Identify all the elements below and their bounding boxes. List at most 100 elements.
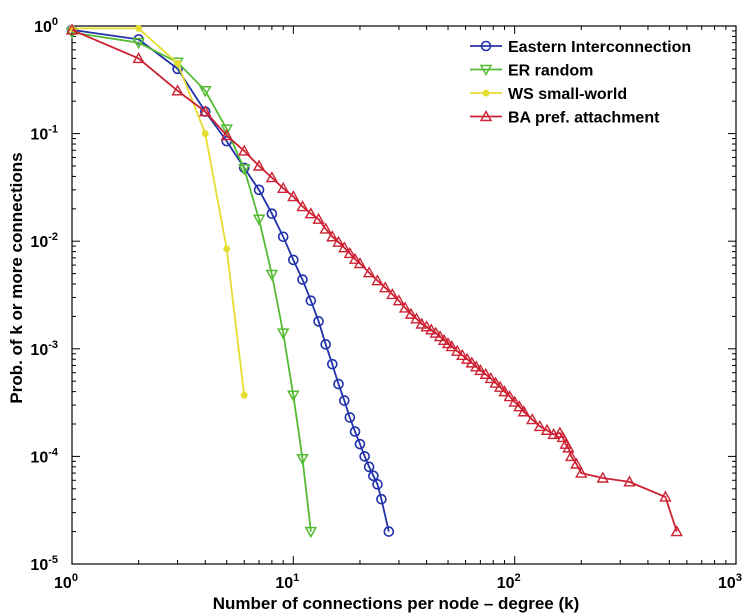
data-point — [320, 339, 331, 350]
data-point — [348, 252, 362, 264]
data-point — [305, 295, 317, 306]
series-ba-pref-attachment — [65, 23, 683, 537]
x-tick-label: 103 — [718, 572, 742, 592]
data-point — [237, 164, 251, 176]
data-point — [623, 475, 636, 487]
data-point — [570, 457, 583, 469]
data-point — [503, 390, 516, 402]
data-point — [386, 288, 399, 300]
data-point — [332, 235, 345, 247]
data-point — [378, 281, 392, 293]
data-point — [372, 479, 383, 490]
data-point — [277, 231, 289, 243]
data-point — [253, 184, 265, 196]
series-layer — [65, 23, 683, 539]
legend-marker — [482, 89, 490, 97]
data-point — [479, 367, 492, 379]
data-point — [420, 320, 433, 332]
data-point — [327, 358, 338, 370]
legend: Eastern Interconnection ER random WS small… — [470, 39, 691, 127]
data-point — [343, 246, 357, 259]
data-point — [65, 23, 79, 35]
data-point — [493, 380, 507, 392]
data-point — [383, 526, 395, 537]
axes — [71, 25, 737, 565]
data-point — [596, 471, 609, 483]
data-point — [339, 395, 350, 406]
data-point — [451, 344, 464, 356]
data-point — [445, 340, 458, 352]
data-point — [489, 376, 502, 388]
data-point — [296, 200, 309, 212]
data-point — [465, 356, 478, 368]
data-point — [368, 470, 379, 482]
legend-label: ER random — [508, 63, 593, 80]
data-point — [174, 59, 182, 67]
data-point — [575, 466, 588, 478]
y-tick-label: 10-4 — [30, 446, 58, 466]
data-point — [252, 159, 266, 171]
data-point — [508, 395, 521, 407]
data-point — [362, 266, 376, 278]
data-point — [265, 171, 279, 183]
data-point — [312, 212, 325, 224]
data-point — [171, 84, 184, 96]
legend-label: BA pref. attachment — [508, 110, 660, 127]
data-point — [484, 372, 497, 384]
data-point — [304, 526, 318, 539]
data-point — [533, 419, 547, 432]
data-point — [199, 105, 212, 117]
x-axis-label: Number of connections per node – degree … — [213, 594, 580, 613]
tick-labels: 100 101 102 103 100 10-1 10-2 10-3 10-4 10-5 — [30, 16, 742, 592]
data-point — [433, 330, 447, 342]
series-line — [71, 31, 312, 532]
data-point — [415, 317, 428, 329]
data-point — [425, 323, 438, 335]
data-point — [304, 207, 318, 219]
legend-marker — [480, 40, 492, 52]
data-point — [392, 294, 406, 306]
data-point — [498, 385, 511, 397]
legend-marker — [479, 110, 493, 122]
data-point — [349, 426, 361, 437]
data-point — [132, 37, 145, 50]
data-point — [456, 348, 469, 361]
y-axis-label: Prob. of k or more connections — [7, 152, 26, 403]
data-point — [371, 274, 384, 286]
legend-item: BA pref. attachment — [470, 110, 660, 127]
data-point — [201, 130, 209, 138]
data-point — [223, 245, 231, 253]
x-tick-label: 101 — [275, 572, 299, 592]
data-point — [410, 312, 423, 324]
legend-label: WS small-world — [508, 86, 627, 103]
data-point — [297, 274, 308, 285]
data-point — [429, 326, 442, 338]
series-line — [72, 27, 246, 396]
data-point — [353, 257, 367, 269]
data-point — [659, 490, 672, 502]
data-point — [670, 525, 683, 537]
data-point — [338, 241, 351, 253]
legend-item: WS small-world — [470, 86, 627, 103]
legend-item: Eastern Interconnection — [470, 39, 691, 56]
data-point — [326, 230, 339, 242]
data-point — [287, 190, 300, 202]
data-point — [238, 144, 251, 156]
data-point — [363, 461, 375, 473]
data-point — [296, 454, 309, 466]
data-point — [135, 24, 143, 32]
data-point — [564, 449, 578, 462]
data-point — [460, 352, 474, 364]
data-point — [198, 86, 212, 98]
data-point — [277, 181, 290, 194]
legend-marker — [479, 64, 493, 77]
data-point — [517, 405, 531, 417]
data-point — [359, 451, 370, 462]
x-tick-label: 100 — [54, 572, 78, 592]
data-point — [240, 391, 248, 399]
data-point — [556, 431, 569, 443]
data-point — [474, 363, 487, 376]
data-point — [266, 208, 278, 220]
